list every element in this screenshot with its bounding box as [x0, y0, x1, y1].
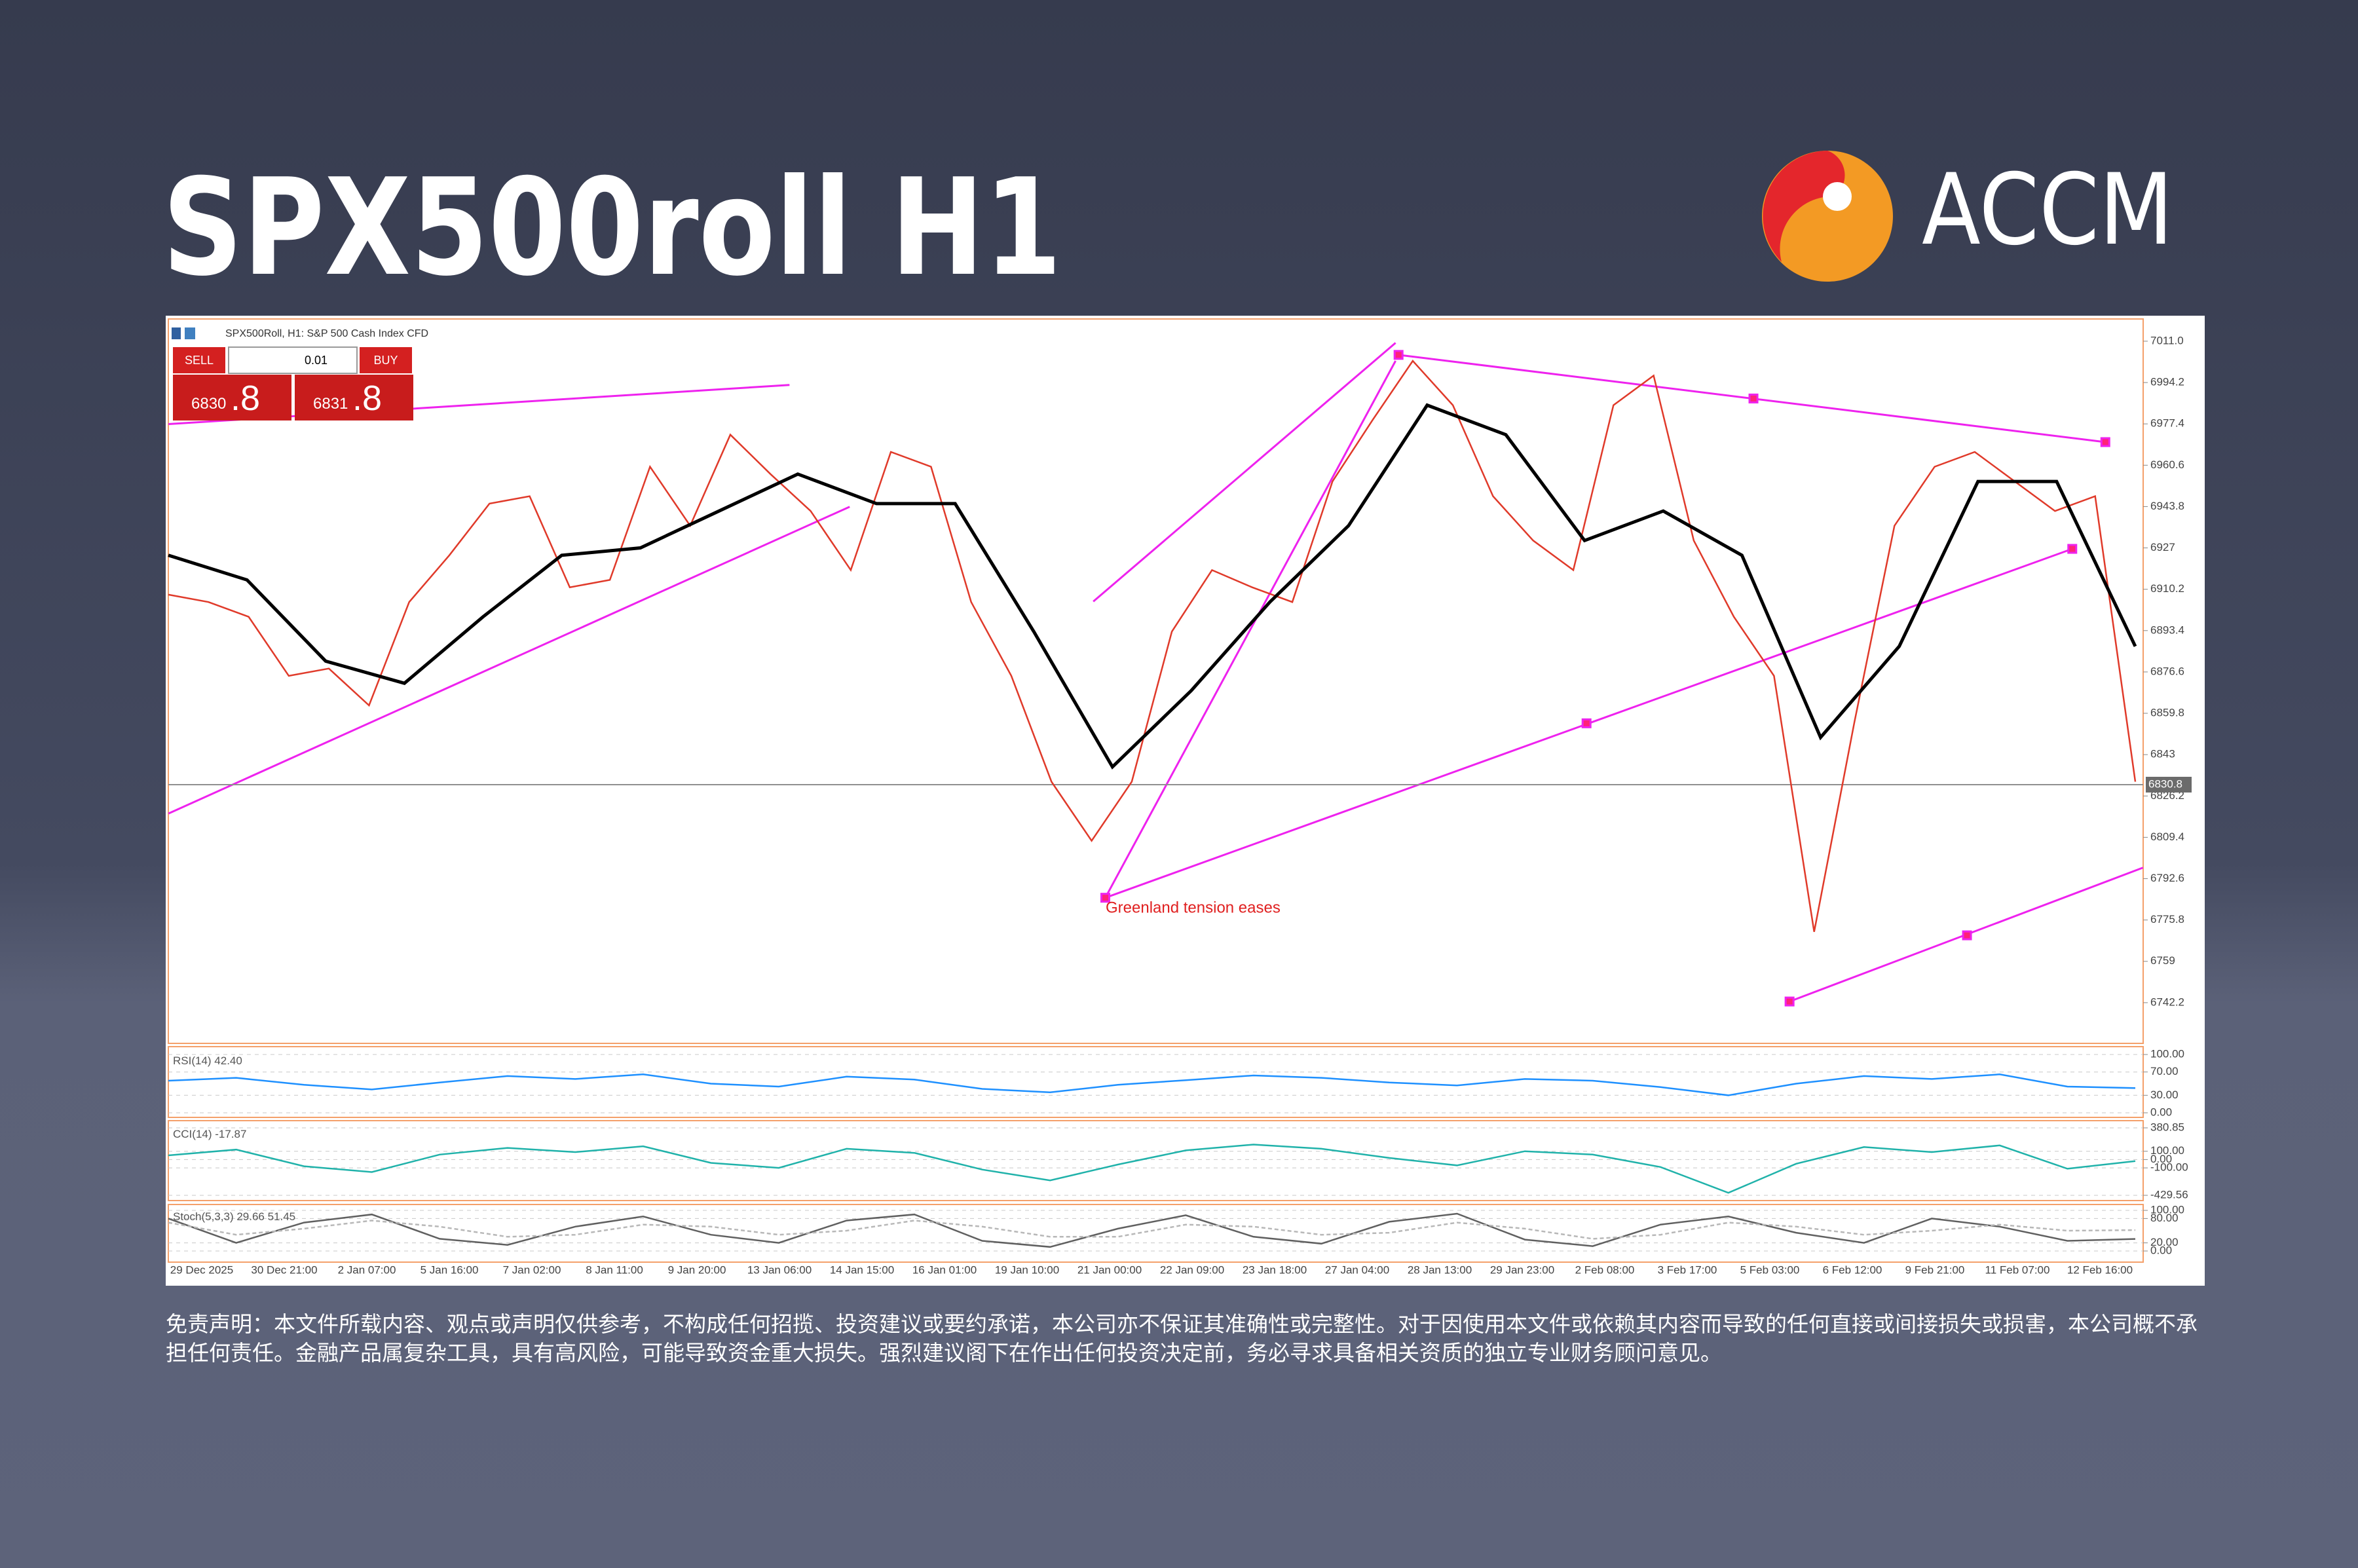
x-tick-label: 19 Jan 10:00 [995, 1263, 1059, 1276]
trend-line [168, 506, 850, 815]
x-tick-label: 9 Jan 20:00 [668, 1263, 726, 1276]
y-tick-label: 0.00 [2150, 1244, 2172, 1256]
ask-fraction: .8 [352, 379, 382, 418]
y-tick-label: 30.00 [2150, 1089, 2179, 1101]
trend-anchor [1962, 930, 1972, 941]
volume-value: 0.01 [305, 354, 328, 367]
series-line [168, 1220, 2136, 1240]
x-tick-label: 6 Feb 12:00 [1823, 1263, 1882, 1276]
y-tick-label: 100.00 [2150, 1203, 2184, 1216]
trend-line [1093, 342, 1396, 603]
y-tick-label: 6792.6 [2150, 872, 2184, 884]
series-line [168, 1073, 2136, 1096]
x-tick-label: 12 Feb 16:00 [2067, 1263, 2133, 1276]
panel-title: Stoch(5,3,3) 29.66 51.45 [173, 1210, 295, 1223]
x-tick-label: 22 Jan 09:00 [1160, 1263, 1224, 1276]
bid-price: 6830 [191, 395, 226, 413]
buy-button[interactable] [360, 347, 412, 373]
x-tick-label: 3 Feb 17:00 [1658, 1263, 1717, 1276]
x-tick-label: 21 Jan 00:00 [1077, 1263, 1142, 1276]
trend-anchor [1748, 393, 1759, 403]
current-price-box [2146, 776, 2192, 793]
x-tick-label: 28 Jan 13:00 [1408, 1263, 1472, 1276]
trend-line [1104, 360, 1396, 899]
bid-fraction: .8 [231, 379, 260, 418]
y-tick-label: 0.00 [2150, 1153, 2172, 1165]
x-tick-label: 2 Jan 07:00 [338, 1263, 396, 1276]
sell-button[interactable] [173, 347, 225, 373]
x-tick-label: 23 Jan 18:00 [1243, 1263, 1307, 1276]
trend-lines [168, 342, 2144, 1007]
panel-borders [168, 318, 2144, 1263]
ask-price: 6831 [313, 395, 348, 413]
trend-anchor [1581, 718, 1592, 728]
disclaimer: 免责声明：本文件所载内容、观点或声明仅供参考，不构成任何招揽、投资建议或要约承诺… [166, 1311, 2198, 1366]
brand-name: ACCM [1922, 153, 2173, 267]
trend-anchor [1393, 350, 1404, 360]
y-tick-label: 6843 [2150, 748, 2175, 760]
x-tick-label: 16 Jan 01:00 [912, 1263, 977, 1276]
series-line [168, 359, 2137, 932]
y-tick-label: 6759 [2150, 954, 2175, 967]
y-tick-label: 70.00 [2150, 1065, 2179, 1077]
chart-background [166, 316, 2205, 1286]
logo [1762, 151, 1893, 282]
y-tick-label: 6927 [2150, 541, 2175, 553]
panel-title: RSI(14) 42.40 [173, 1055, 242, 1067]
bid-box[interactable] [173, 375, 291, 420]
x-tick-label: 29 Dec 2025 [170, 1263, 233, 1276]
buy-label: BUY [373, 354, 398, 367]
series-line [168, 403, 2137, 770]
y-tick-label: 6809.4 [2150, 831, 2184, 843]
page-title: SPX500roll H1 [162, 151, 1062, 306]
y-tick-label: 6994.2 [2150, 376, 2184, 388]
trend-anchor [1784, 996, 1795, 1007]
chart-header: SPX500Roll, H1: S&P 500 Cash Index CFD [225, 328, 428, 339]
trend-anchor [2100, 437, 2110, 447]
x-tick-label: 5 Feb 03:00 [1740, 1263, 1800, 1276]
x-tick-label: 5 Jan 16:00 [421, 1263, 479, 1276]
trend-anchor [1100, 893, 1110, 903]
series-line [168, 1212, 2136, 1248]
x-tick-label: 14 Jan 15:00 [830, 1263, 894, 1276]
series-line [168, 1144, 2136, 1194]
y-tick-label: 100.00 [2150, 1144, 2184, 1157]
ask-box[interactable] [295, 375, 413, 420]
trend-anchor [2067, 544, 2078, 554]
current-price-label: 6830.8 [2148, 777, 2182, 790]
y-tick-label: 80.00 [2150, 1212, 2179, 1224]
y-tick-label: 7011.0 [2150, 334, 2184, 346]
x-tick-label: 7 Jan 02:00 [503, 1263, 561, 1276]
y-tick-label: 6742.2 [2150, 996, 2184, 1008]
y-tick-label: 6960.6 [2150, 458, 2184, 471]
y-tick-label: 380.85 [2150, 1121, 2184, 1133]
y-tick-label: 6775.8 [2150, 913, 2184, 925]
x-tick-label: 13 Jan 06:00 [747, 1263, 812, 1276]
x-tick-label: 11 Feb 07:00 [1985, 1263, 2050, 1276]
y-tick-label: -429.56 [2150, 1188, 2188, 1201]
y-tick-label: 20.00 [2150, 1236, 2179, 1248]
x-tick-label: 30 Dec 21:00 [251, 1263, 317, 1276]
y-tick-label: 6876.6 [2150, 665, 2184, 677]
x-tick-label: 2 Feb 08:00 [1575, 1263, 1635, 1276]
y-tick-label: -100.00 [2150, 1161, 2188, 1174]
y-tick-label: 0.00 [2150, 1106, 2172, 1118]
x-tick-label: 8 Jan 11:00 [586, 1263, 643, 1276]
y-tick-label: 6910.2 [2150, 582, 2184, 595]
y-tick-label: 100.00 [2150, 1047, 2184, 1060]
y-tick-label: 6893.4 [2150, 624, 2184, 636]
sell-label: SELL [185, 354, 214, 367]
x-tick-label: 27 Jan 04:00 [1325, 1263, 1389, 1276]
annotation: Greenland tension eases [1106, 899, 1281, 916]
trade-panel: SPX500Roll, H1: S&P 500 Cash Index CFD S… [172, 327, 428, 420]
x-tick-label: 29 Jan 23:00 [1490, 1263, 1554, 1276]
panel-title: CCI(14) -17.87 [173, 1128, 246, 1140]
y-tick-label: 6977.4 [2150, 417, 2184, 430]
volume-input[interactable] [228, 346, 358, 374]
x-tick-label: 9 Feb 21:00 [1905, 1263, 1965, 1276]
y-tick-label: 6943.8 [2150, 500, 2184, 512]
y-tick-label: 6859.8 [2150, 707, 2184, 719]
